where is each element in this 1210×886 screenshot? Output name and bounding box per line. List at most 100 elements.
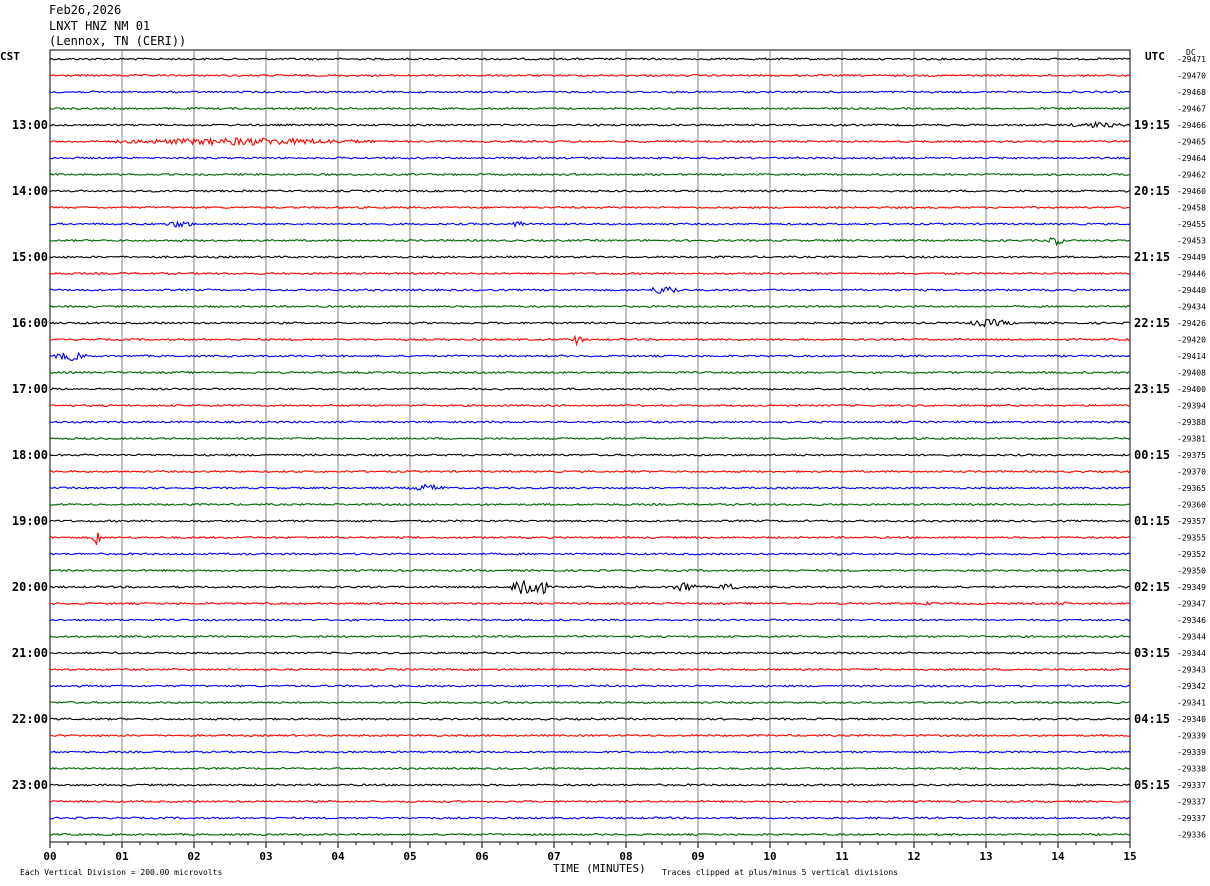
- dc-offset-label: -29408: [1177, 369, 1206, 378]
- trace-line: [49, 634, 1131, 639]
- dc-offset-label: -29465: [1177, 138, 1206, 147]
- dc-offset-label: -29400: [1177, 385, 1206, 394]
- trace-line: [49, 469, 1131, 474]
- x-tick-label: 04: [331, 850, 345, 863]
- trace-line: [49, 156, 1131, 160]
- trace-line: [49, 552, 1131, 556]
- dc-offset-label: -29346: [1177, 616, 1206, 625]
- cst-hour-label: 20:00: [12, 580, 48, 594]
- dc-offset-label: -29337: [1177, 814, 1206, 823]
- dc-offset-label: -29341: [1177, 699, 1206, 708]
- dc-offset-label: -29349: [1177, 583, 1206, 592]
- dc-offset-label: -29355: [1177, 534, 1206, 543]
- cst-hour-label: 15:00: [12, 250, 48, 264]
- cst-hour-label: 13:00: [12, 118, 48, 132]
- cst-hour-label: 23:00: [12, 778, 48, 792]
- trace-line: [50, 700, 1131, 705]
- trace-line: [49, 172, 1131, 177]
- dc-offset-label: -29420: [1177, 336, 1206, 345]
- trace-line: [49, 370, 1130, 375]
- utc-hour-label: 21:15: [1134, 250, 1170, 264]
- trace-line: [49, 318, 1131, 328]
- trace-line: [49, 73, 1131, 78]
- dc-offset-label: -29344: [1177, 633, 1206, 642]
- utc-hour-label: 05:15: [1134, 778, 1170, 792]
- dc-offset-label: -29360: [1177, 501, 1206, 510]
- dc-offset-label: -29458: [1177, 204, 1206, 213]
- trace-line: [49, 121, 1131, 129]
- dc-offset-label: -29470: [1177, 72, 1206, 81]
- trace-line: [49, 733, 1131, 738]
- trace-line: [49, 334, 1131, 347]
- dc-offset-label: -29388: [1177, 418, 1206, 427]
- dc-offset-label: -29337: [1177, 781, 1206, 790]
- trace-line: [49, 618, 1131, 622]
- dc-offset-label: -29337: [1177, 798, 1206, 807]
- utc-hour-label: 02:15: [1134, 580, 1170, 594]
- trace-line: [49, 750, 1131, 754]
- x-tick-label: 13: [979, 850, 992, 863]
- utc-hour-label: 22:15: [1134, 316, 1170, 330]
- utc-hour-label: 04:15: [1134, 712, 1170, 726]
- dc-offset-label: -29414: [1177, 352, 1206, 361]
- utc-hour-label: 03:15: [1134, 646, 1170, 660]
- scale-note: Each Vertical Division = 200.00 microvol…: [20, 868, 223, 877]
- cst-hour-label: 17:00: [12, 382, 48, 396]
- trace-line: [49, 519, 1131, 523]
- trace-line: [49, 684, 1131, 688]
- x-tick-label: 11: [835, 850, 849, 863]
- dc-offset-label: -29350: [1177, 567, 1206, 576]
- trace-line: [49, 106, 1131, 111]
- utc-hour-label: 01:15: [1134, 514, 1170, 528]
- utc-hour-label: 23:15: [1134, 382, 1170, 396]
- x-tick-label: 05: [403, 850, 416, 863]
- utc-hour-label: 20:15: [1134, 184, 1170, 198]
- cst-hour-label: 16:00: [12, 316, 48, 330]
- x-tick-label: 01: [115, 850, 129, 863]
- dc-offset-label: -29342: [1177, 682, 1206, 691]
- clip-note: Traces clipped at plus/minus 5 vertical …: [662, 868, 899, 877]
- trace-line: [49, 236, 1131, 247]
- utc-hour-label: 00:15: [1134, 448, 1170, 462]
- x-tick-label: 15: [1123, 850, 1136, 863]
- x-tick-label: 08: [619, 850, 632, 863]
- trace-line: [49, 304, 1131, 309]
- dc-offset-label: -29352: [1177, 550, 1206, 559]
- dc-offset-label: -29343: [1177, 666, 1206, 675]
- trace-line: [49, 403, 1131, 408]
- trace-line: [49, 483, 1131, 491]
- trace-line: [49, 436, 1131, 441]
- dc-offset-label: -29381: [1177, 435, 1206, 444]
- dc-offset-label: -29344: [1177, 649, 1206, 658]
- trace-line: [49, 420, 1131, 424]
- trace-line: [49, 799, 1131, 804]
- trace-line: [49, 832, 1131, 837]
- dc-offset-label: -29339: [1177, 732, 1206, 741]
- x-tick-label: 10: [763, 850, 776, 863]
- trace-line: [49, 766, 1131, 771]
- trace-line: [49, 502, 1131, 507]
- station-location: (Lennox, TN (CERI)): [49, 34, 187, 48]
- trace-line: [49, 57, 1131, 61]
- trace-line: [49, 816, 1131, 820]
- dc-offset-label: -29440: [1177, 286, 1206, 295]
- cst-hour-label: 18:00: [12, 448, 48, 462]
- dc-offset-label: -29460: [1177, 187, 1206, 196]
- dc-offset-label: -29340: [1177, 715, 1206, 724]
- trace-line: [49, 783, 1131, 787]
- dc-offset-label: -29468: [1177, 88, 1206, 97]
- dc-offset-label: -29449: [1177, 253, 1206, 262]
- trace-line: [49, 568, 1131, 573]
- trace-line: [49, 189, 1131, 193]
- dc-offset-label: -29426: [1177, 319, 1206, 328]
- x-tick-label: 07: [547, 850, 560, 863]
- trace-line: [49, 136, 1131, 147]
- dc-offset-label: -29453: [1177, 237, 1206, 246]
- dc-offset-label: -29467: [1177, 105, 1206, 114]
- trace-line: [49, 717, 1131, 721]
- x-tick-label: 14: [1051, 850, 1065, 863]
- cst-hour-label: 14:00: [12, 184, 48, 198]
- x-axis-label: TIME (MINUTES): [553, 862, 646, 875]
- dc-offset-label: -29370: [1177, 468, 1206, 477]
- trace-line: [49, 453, 1131, 457]
